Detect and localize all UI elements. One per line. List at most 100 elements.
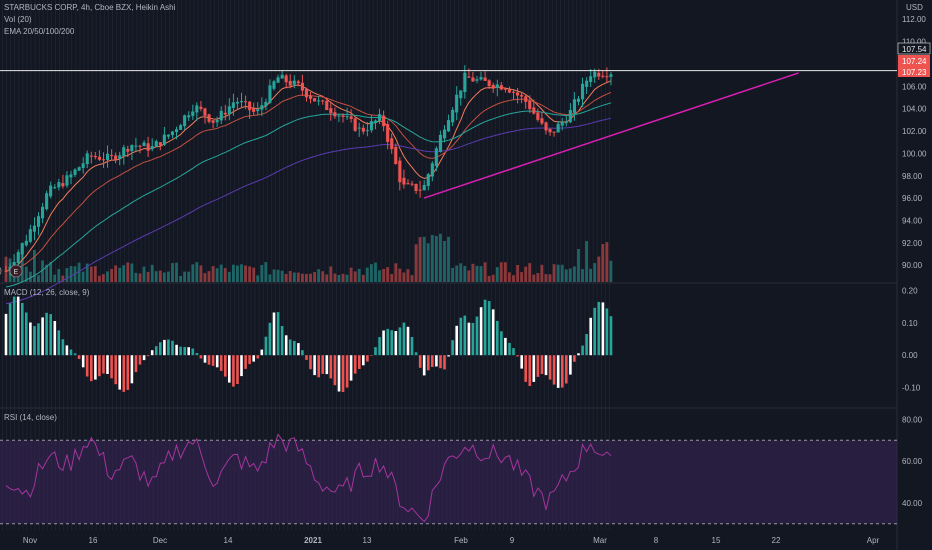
candle-body — [491, 84, 495, 89]
macd-bar — [325, 355, 329, 375]
stripe — [270, 0, 272, 530]
ema-200-line — [5, 117, 612, 305]
time-axis-label: 8 — [654, 536, 659, 545]
macd-bar — [171, 340, 174, 356]
macd-bar — [398, 327, 402, 356]
candle-body — [512, 91, 516, 93]
candle-body — [207, 114, 211, 122]
candle-body — [552, 131, 556, 133]
price-tick-label: 104.00 — [902, 105, 927, 114]
stripe — [136, 0, 138, 530]
stripe — [295, 0, 297, 530]
macd-bar — [211, 355, 215, 366]
volume-bar — [601, 244, 605, 282]
stripe — [421, 0, 423, 530]
time-axis-label: 22 — [772, 536, 781, 545]
stripe — [18, 0, 20, 530]
volume-bar — [89, 266, 93, 282]
macd-bar — [309, 355, 312, 370]
stripe — [380, 0, 382, 530]
price-box-label: 107.54 — [902, 45, 927, 54]
event-marker[interactable] — [9, 264, 23, 278]
candle-body — [296, 81, 300, 84]
candles — [4, 65, 613, 276]
ema-50-line — [5, 91, 612, 272]
volume-bar — [361, 274, 365, 282]
stripe — [213, 0, 215, 530]
macd-bar — [528, 355, 532, 386]
macd-bar — [142, 355, 146, 361]
candle-body — [93, 155, 97, 158]
candle-body — [89, 155, 93, 157]
stripe — [393, 0, 394, 530]
macd-bar — [374, 347, 377, 356]
volume-bar — [256, 275, 260, 282]
event-marker[interactable] — [0, 265, 2, 277]
price-tick-label: 100.00 — [902, 149, 927, 158]
volume-bar — [309, 273, 312, 282]
stripe — [568, 0, 570, 530]
macd-bar — [77, 355, 81, 359]
volume-bar — [564, 269, 568, 282]
macd-bar — [487, 301, 491, 356]
macd-bar — [455, 325, 458, 356]
macd-bar — [284, 335, 288, 356]
stripe — [556, 0, 557, 530]
macd-tick-label: 0.20 — [902, 286, 918, 295]
macd-bar — [264, 336, 268, 356]
macd-bar — [313, 355, 316, 376]
volume-bar — [459, 263, 463, 282]
volume-bar — [240, 264, 243, 282]
stripe — [604, 0, 606, 530]
volume-bar — [268, 274, 272, 282]
stripe — [535, 0, 537, 530]
candle-body — [49, 185, 53, 197]
macd-bar — [402, 322, 406, 356]
macd-bar — [130, 355, 134, 384]
macd-bar — [94, 355, 97, 380]
stripe — [83, 0, 85, 530]
stripe — [307, 0, 309, 530]
candle-body — [430, 163, 434, 177]
candle-body — [118, 155, 122, 160]
macd-bar — [252, 355, 255, 362]
macd-bar — [483, 299, 487, 356]
stripe — [246, 0, 248, 530]
volume-bar — [313, 272, 316, 282]
stripe — [258, 0, 260, 530]
macd-bar — [122, 355, 126, 392]
stripe — [384, 0, 386, 530]
macd-bar — [37, 323, 40, 356]
volume-bar — [288, 271, 292, 282]
macd-bar — [240, 355, 243, 377]
macd-bar — [191, 348, 195, 356]
macd-bar — [159, 342, 162, 356]
stripe — [254, 0, 256, 530]
macd-bar — [199, 355, 203, 359]
candle-body — [313, 98, 317, 102]
candle-body — [227, 106, 231, 115]
candle-body — [292, 80, 296, 85]
volume-bar — [516, 265, 519, 282]
macd-bar — [224, 355, 227, 377]
macd-bar — [33, 326, 36, 356]
stripe — [608, 0, 610, 530]
candle-body — [235, 101, 239, 104]
time-axis-label: Feb — [454, 536, 468, 545]
volume-bar — [589, 268, 592, 282]
volume-bar — [329, 266, 333, 282]
stripe — [446, 0, 447, 530]
candle-body — [447, 120, 451, 132]
volume-bar — [597, 256, 601, 282]
candle-body — [341, 115, 345, 117]
macd-bar — [155, 346, 158, 356]
volume-bar — [353, 271, 357, 282]
volume-bar — [252, 267, 256, 282]
volume-bar — [69, 266, 73, 282]
candle-body — [520, 94, 524, 97]
macd-bar — [8, 303, 12, 356]
volume-bar — [301, 273, 304, 282]
macd-bar — [288, 339, 292, 356]
macd-bar — [605, 308, 609, 356]
